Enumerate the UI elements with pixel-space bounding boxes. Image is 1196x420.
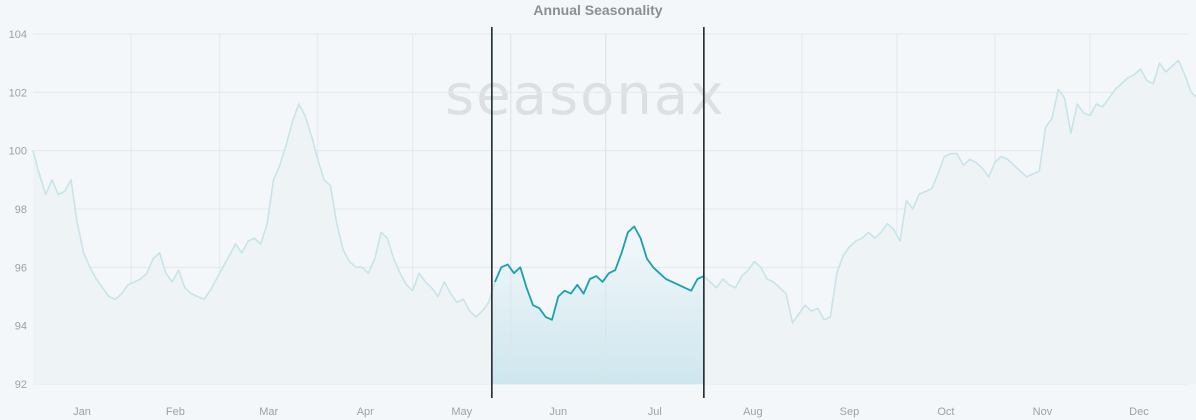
y-tick-label: 104 — [9, 29, 27, 41]
x-tick-label: Jan — [73, 406, 91, 418]
y-tick-label: 92 — [15, 379, 27, 391]
x-tick-label: Oct — [937, 406, 954, 418]
series-line-faded — [32, 59, 1196, 324]
watermark-logo: seasonax — [445, 63, 725, 128]
x-tick-label: Mar — [259, 406, 278, 418]
y-tick-label: 102 — [9, 87, 27, 99]
y-tick-label: 98 — [15, 204, 27, 216]
x-tick-label: Nov — [1033, 406, 1053, 418]
series-area-faded — [33, 60, 1196, 384]
series-line-highlight — [494, 225, 705, 321]
x-tick-label: Jun — [549, 406, 567, 418]
y-tick-label: 100 — [9, 146, 27, 158]
x-tick-label: Dec — [1129, 406, 1149, 418]
chart-title: Annual Seasonality — [533, 2, 663, 18]
x-tick-label: May — [451, 406, 472, 418]
y-tick-label: 96 — [15, 262, 27, 274]
x-tick-label: Aug — [743, 406, 763, 418]
y-tick-label: 94 — [15, 321, 27, 333]
x-tick-label: Jul — [648, 406, 662, 418]
x-tick-label: Apr — [357, 406, 374, 418]
x-tick-label: Sep — [840, 406, 860, 418]
series-area-highlight — [491, 226, 704, 384]
x-tick-label: Feb — [166, 406, 185, 418]
